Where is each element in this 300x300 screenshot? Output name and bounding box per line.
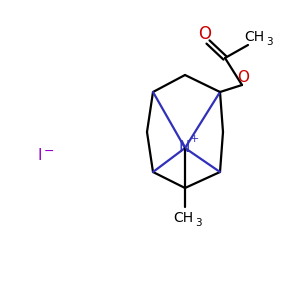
Text: +: +: [189, 134, 199, 144]
Text: I: I: [38, 148, 42, 163]
Text: CH: CH: [173, 211, 193, 225]
Text: 3: 3: [195, 218, 201, 228]
Text: 3: 3: [266, 37, 272, 47]
Text: CH: CH: [244, 30, 264, 44]
Text: O: O: [237, 70, 249, 86]
Text: O: O: [199, 25, 212, 43]
Text: N: N: [178, 140, 190, 154]
Text: −: −: [44, 145, 54, 158]
